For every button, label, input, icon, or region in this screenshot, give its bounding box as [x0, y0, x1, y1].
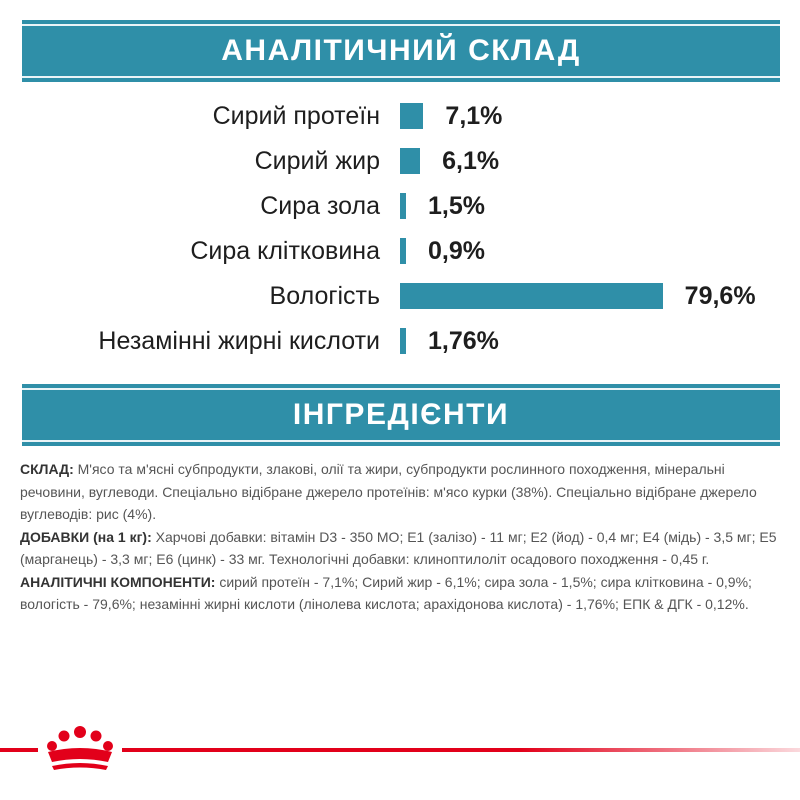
category-label: Сира клітковина [190, 237, 380, 265]
chart-row: Сира клітковина 0,9% [0, 231, 800, 271]
category-label: Незамінні жирні кислоти [98, 327, 380, 355]
ingredients-title: ІНГРЕДІЄНТИ [292, 398, 510, 431]
category-label: Сира зола [260, 192, 380, 220]
footer-red-line [0, 748, 800, 752]
category-label: Вологість [269, 282, 380, 310]
value-label: 6,1% [442, 147, 500, 175]
value-bar [400, 148, 421, 174]
category-label: Сирий протеїн [212, 102, 380, 130]
value-bar [400, 193, 406, 219]
additives-label: ДОБАВКИ (на 1 кг): [20, 528, 152, 545]
category-label: Сирий жир [254, 147, 380, 175]
value-bar [400, 238, 406, 264]
value-label: 1,5% [428, 192, 485, 220]
chart-row: Сирий протеїн 7,1% [0, 96, 800, 136]
analysis-title: АНАЛІТИЧНИЙ СКЛАД [221, 34, 581, 67]
value-label: 1,76% [428, 327, 499, 355]
composition-label: СКЛАД: [20, 461, 74, 477]
ingredients-text-block: СКЛАД: М'ясо та м'ясні субпродукти, злак… [20, 458, 780, 616]
components-label: АНАЛІТИЧНІ КОМПОНЕНТИ: [20, 573, 216, 590]
royal-canin-crown-icon [38, 722, 122, 778]
value-label: 79,6% [684, 282, 756, 310]
components-text: сирий протеїн - 7,1%; Сирий жир - 6,1%; … [20, 573, 752, 613]
value-bar [400, 103, 424, 129]
chart-row: Сира зола 1,5% [0, 186, 800, 226]
chart-row: Вологість 79,6% [0, 276, 800, 316]
ingredients-header-band: ІНГРЕДІЄНТИ [22, 384, 780, 446]
value-bar [400, 328, 406, 354]
value-bar [400, 283, 663, 309]
value-label: 0,9% [428, 237, 485, 265]
value-label: 7,1% [445, 102, 503, 130]
chart-row: Сирий жир 6,1% [0, 141, 800, 181]
analysis-bar-chart: Сирий протеїн 7,1% Сирий жир 6,1% Сира зола 1… [0, 96, 800, 366]
composition-text: М'ясо та м'ясні субпродукти, злакові, ол… [20, 461, 757, 522]
analysis-header-band: АНАЛІТИЧНИЙ СКЛАД [22, 20, 780, 82]
additives-text: Харчові добавки: вітамін D3 - 350 МО; Е1… [20, 528, 777, 568]
chart-row: Незамінні жирні кислоти 1,76% [0, 321, 800, 361]
